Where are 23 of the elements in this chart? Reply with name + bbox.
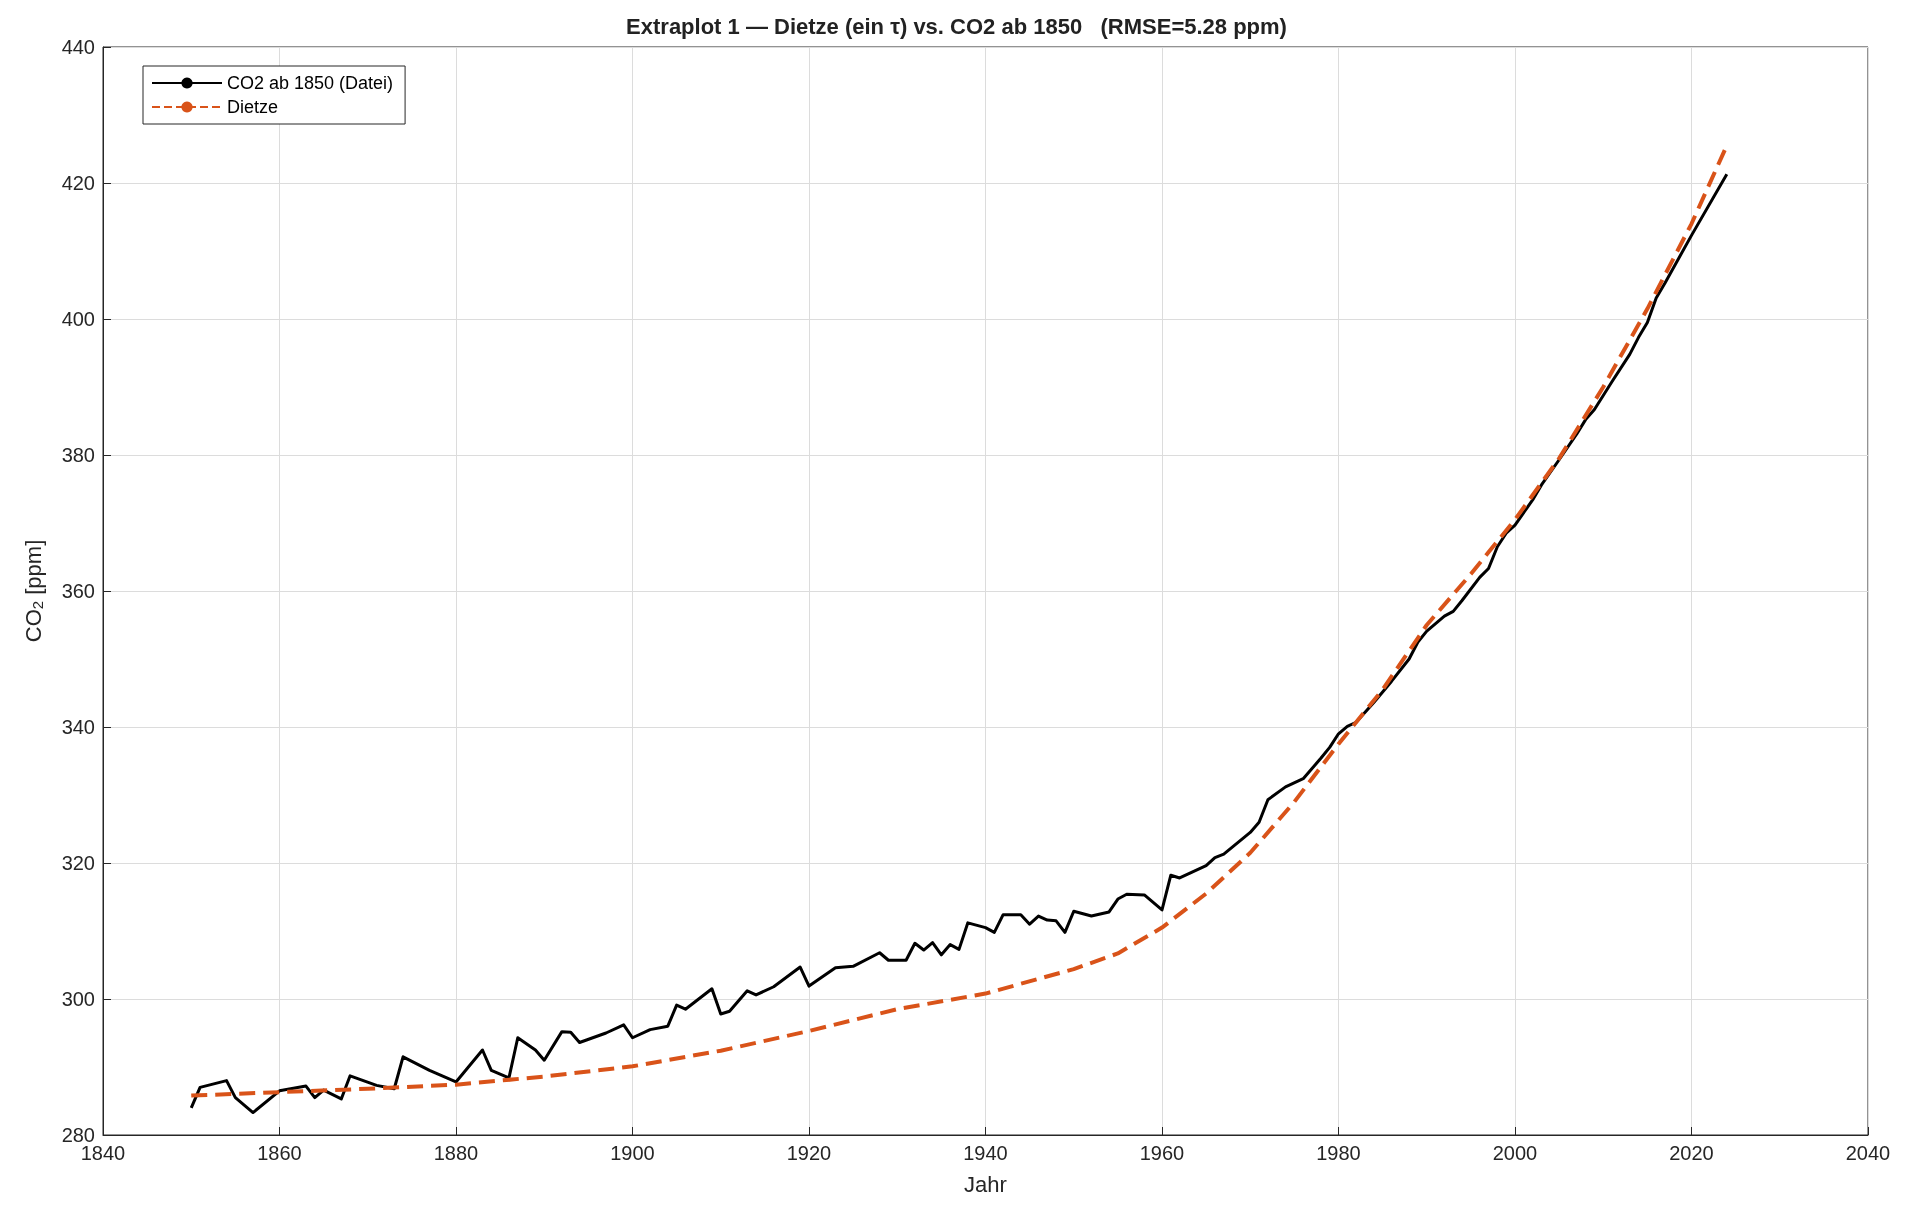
x-tick-label: 2040: [1845, 1142, 1891, 1164]
x-tick-label: 1900: [610, 1142, 655, 1164]
y-tick-label: 400: [61, 308, 95, 330]
y-tick-label: 340: [61, 716, 95, 738]
chart-title: Extraplot 1 — Dietze (ein τ) vs. CO2 ab 1850 (RMSE=5.28 ppm): [626, 13, 1287, 39]
y-tick-label: 300: [61, 988, 95, 1010]
y-tick-label: 420: [61, 172, 95, 194]
y-axis-title: CO2 [ppm]: [21, 539, 46, 643]
x-tick-label: 1920: [786, 1142, 832, 1164]
x-tick-label: 2020: [1669, 1142, 1714, 1164]
x-tick-label: 1940: [963, 1142, 1008, 1164]
x-tick-label: 1880: [433, 1142, 479, 1164]
y-tick-label: 440: [61, 36, 95, 58]
x-tick-label: 1980: [1316, 1142, 1361, 1164]
y-tick-label: 320: [61, 852, 95, 874]
y-tick-label: 380: [61, 444, 95, 466]
y-tick-label: 360: [61, 580, 95, 602]
x-axis-title: Jahr: [964, 1171, 1007, 1197]
legend-label: Dietze: [227, 97, 279, 117]
x-tick-label: 1860: [257, 1142, 302, 1164]
x-tick-label: 1960: [1139, 1142, 1185, 1164]
x-tick-label: 2000: [1492, 1142, 1538, 1164]
legend-label: CO2 ab 1850 (Datei): [227, 73, 394, 93]
